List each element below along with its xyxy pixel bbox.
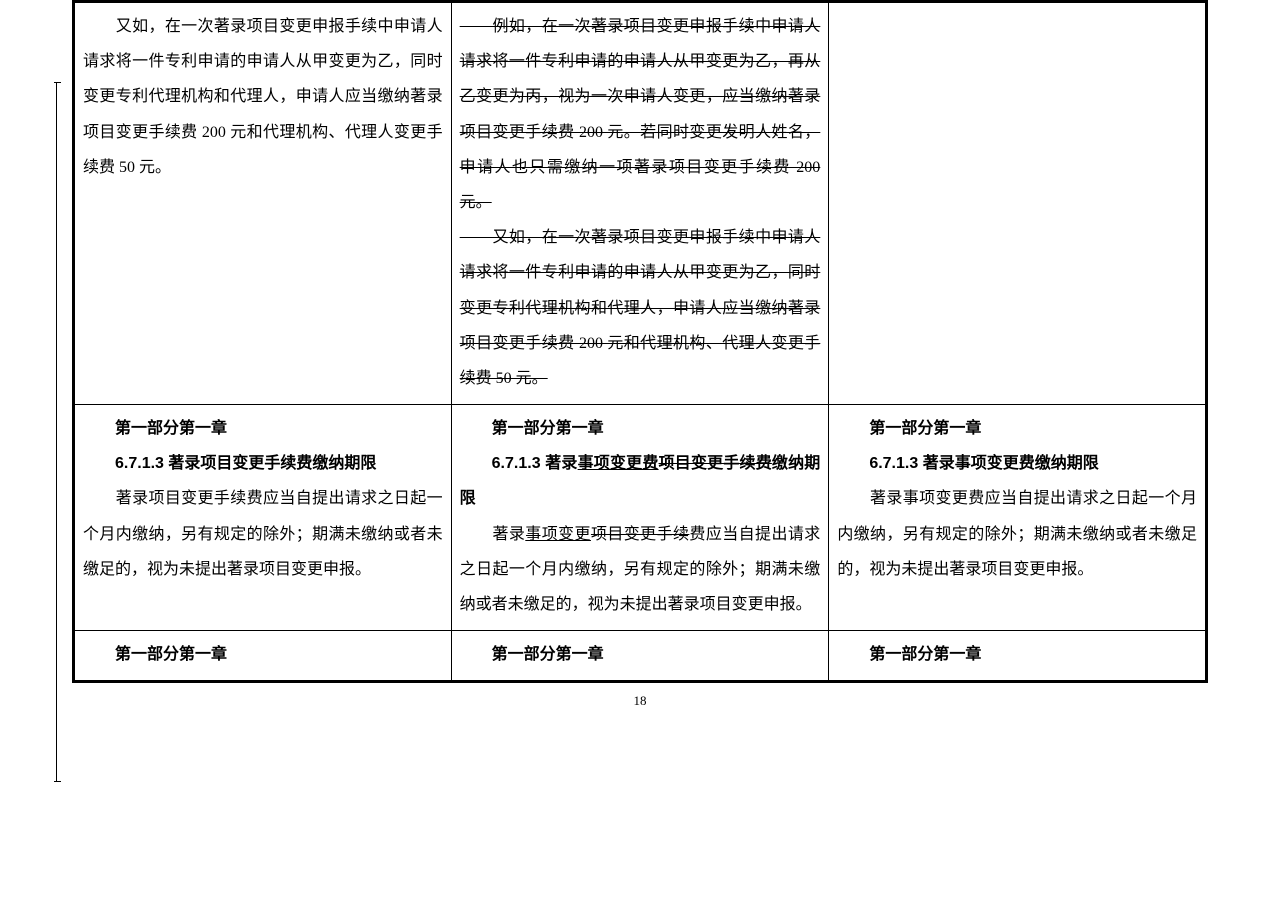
cell-r1c3 bbox=[829, 2, 1207, 405]
inserted-text: 事项变更 bbox=[525, 526, 591, 543]
deleted-text: 项目变更手续费 bbox=[659, 455, 772, 472]
paragraph-strike: 例如，在一次著录项目变更申报手续中申请人请求将一件专利申请的申请人从甲变更为乙，… bbox=[460, 9, 821, 220]
paragraph-strike: 又如，在一次著录项目变更申报手续中申请人请求将一件专利申请的申请人从甲变更为乙，… bbox=[460, 220, 821, 396]
title-part: 6.7.1.3 著录 bbox=[492, 455, 578, 472]
cell-r2c3: 第一部分第一章 6.7.1.3 著录事项变更费缴纳期限 著录事项变更费应当自提出… bbox=[829, 405, 1207, 631]
cell-r2c2: 第一部分第一章 6.7.1.3 著录事项变更费项目变更手续费缴纳期限 著录事项变… bbox=[451, 405, 829, 631]
cell-r3c1: 第一部分第一章 bbox=[74, 631, 452, 682]
paragraph: 著录事项变更费应当自提出请求之日起一个月内缴纳，另有规定的除外；期满未缴纳或者未… bbox=[837, 481, 1197, 587]
section-heading: 第一部分第一章 bbox=[460, 411, 821, 446]
cell-r1c2: 例如，在一次著录项目变更申报手续中申请人请求将一件专利申请的申请人从甲变更为乙，… bbox=[451, 2, 829, 405]
section-heading: 第一部分第一章 bbox=[837, 637, 1197, 672]
page-content: 又如，在一次著录项目变更申报手续中申请人请求将一件专利申请的申请人从甲变更为乙，… bbox=[0, 0, 1280, 716]
cell-r3c3: 第一部分第一章 bbox=[829, 631, 1207, 682]
cell-r3c2: 第一部分第一章 bbox=[451, 631, 829, 682]
cell-r1c1: 又如，在一次著录项目变更申报手续中申请人请求将一件专利申请的申请人从甲变更为乙，… bbox=[74, 2, 452, 405]
subsection-heading: 6.7.1.3 著录项目变更手续费缴纳期限 bbox=[83, 446, 443, 481]
subsection-heading: 6.7.1.3 著录事项变更费缴纳期限 bbox=[837, 446, 1197, 481]
inserted-text: 事项变更费 bbox=[578, 455, 659, 472]
page-number: 18 bbox=[72, 687, 1208, 716]
subsection-heading: 6.7.1.3 著录事项变更费项目变更手续费缴纳期限 bbox=[460, 446, 821, 516]
comparison-table: 又如，在一次著录项目变更申报手续中申请人请求将一件专利申请的申请人从甲变更为乙，… bbox=[72, 0, 1208, 683]
section-heading: 第一部分第一章 bbox=[460, 637, 821, 672]
paragraph: 著录事项变更项目变更手续费应当自提出请求之日起一个月内缴纳，另有规定的除外；期满… bbox=[460, 517, 821, 623]
section-heading: 第一部分第一章 bbox=[83, 637, 443, 672]
paragraph: 又如，在一次著录项目变更申报手续中申请人请求将一件专利申请的申请人从甲变更为乙，… bbox=[83, 9, 443, 185]
paragraph: 著录项目变更手续费应当自提出请求之日起一个月内缴纳，另有规定的除外；期满未缴纳或… bbox=[83, 481, 443, 587]
body-part: 著录 bbox=[460, 526, 526, 543]
section-heading: 第一部分第一章 bbox=[83, 411, 443, 446]
table-row: 第一部分第一章 6.7.1.3 著录项目变更手续费缴纳期限 著录项目变更手续费应… bbox=[74, 405, 1207, 631]
table-row: 又如，在一次著录项目变更申报手续中申请人请求将一件专利申请的申请人从甲变更为乙，… bbox=[74, 2, 1207, 405]
table-row: 第一部分第一章 第一部分第一章 第一部分第一章 bbox=[74, 631, 1207, 682]
cell-r2c1: 第一部分第一章 6.7.1.3 著录项目变更手续费缴纳期限 著录项目变更手续费应… bbox=[74, 405, 452, 631]
section-heading: 第一部分第一章 bbox=[837, 411, 1197, 446]
gutter-mark bbox=[56, 82, 57, 782]
deleted-text: 项目变更手续 bbox=[591, 526, 689, 543]
